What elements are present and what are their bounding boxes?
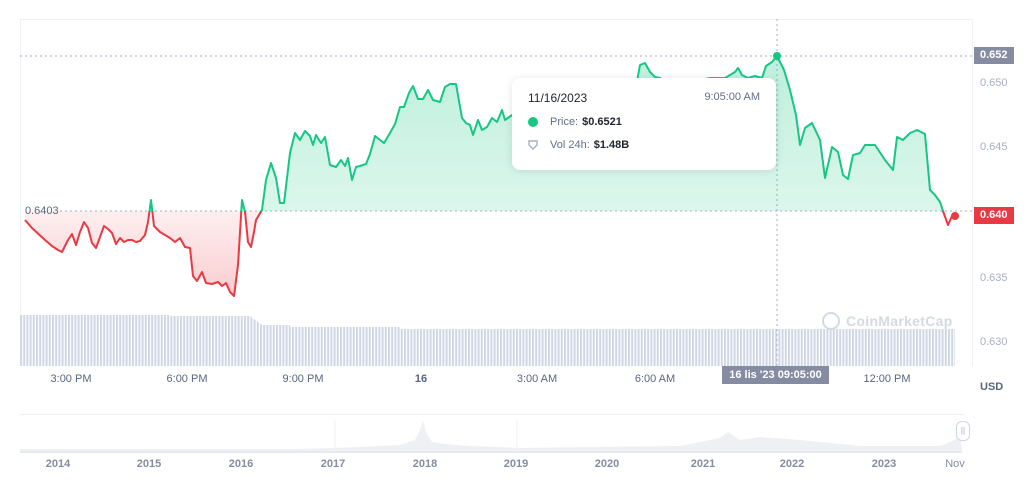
navigator-range-handle[interactable]: || [956, 421, 970, 441]
x-tick-label: 3:00 PM [50, 373, 92, 385]
x-tick-label: 3:00 AM [516, 373, 558, 385]
current-price-marker [951, 212, 959, 220]
x-tick-label-day: 16 [414, 373, 428, 385]
navigator-history-area [20, 420, 962, 452]
navigator-year-label: 2014 [45, 458, 71, 470]
volume-bars [20, 315, 955, 366]
y-tick-label: 0.635 [980, 272, 1008, 284]
hover-price-badge: 0.652 [974, 47, 1014, 64]
x-tick-label: 9:00 PM [282, 373, 324, 385]
navigator-year-label: 2019 [503, 458, 529, 470]
y-tick-label: 0.630 [980, 336, 1008, 348]
open-price-label: 0.6403 [25, 205, 59, 217]
y-tick-label: 0.650 [980, 77, 1008, 89]
navigator-year-label: 2017 [320, 458, 346, 470]
volume-icon [528, 140, 538, 150]
current-price-badge: 0.640 [974, 207, 1014, 224]
hover-point-marker [773, 52, 781, 60]
price-tooltip: 11/16/2023 9:05:00 AM Price: $0.6521 Vol… [512, 78, 776, 170]
tooltip-date: 11/16/2023 [528, 91, 588, 105]
x-tick-label: 12:00 PM [863, 373, 911, 385]
navigator-year-label: 2023 [871, 458, 897, 470]
y-tick-label: 0.645 [980, 141, 1008, 153]
navigator-year-label: 2021 [690, 458, 716, 470]
tooltip-price-row: Price: $0.6521 [528, 116, 622, 128]
price-dot-icon [528, 117, 538, 127]
navigator-year-label: 2022 [779, 458, 805, 470]
tooltip-volume-label: Vol 24h: [550, 139, 590, 151]
navigator-month-label: Nov [945, 458, 965, 470]
range-navigator[interactable] [20, 414, 964, 457]
navigator-year-label: 2018 [412, 458, 438, 470]
navigator-year-label: 2015 [136, 458, 162, 470]
price-chart-plot-area[interactable] [20, 19, 973, 366]
tooltip-volume-value: $1.48B [593, 139, 630, 151]
x-tick-label: 6:00 PM [166, 373, 208, 385]
tooltip-time: 9:05:00 AM [704, 91, 760, 103]
tooltip-volume-row: Vol 24h: $1.48B [528, 139, 629, 151]
coinmarketcap-logo-icon [822, 312, 840, 330]
coinmarketcap-watermark: CoinMarketCap [822, 312, 953, 330]
crosshair-time-badge: 16 lis '23 09:05:00 [722, 366, 829, 384]
currency-label: USD [980, 381, 1004, 393]
tooltip-price-label: Price: [550, 116, 579, 128]
navigator-year-label: 2020 [594, 458, 620, 470]
navigator-year-label: 2016 [228, 458, 254, 470]
tooltip-price-value: $0.6521 [582, 116, 622, 128]
x-tick-label: 6:00 AM [634, 373, 676, 385]
watermark-text: CoinMarketCap [846, 313, 953, 329]
